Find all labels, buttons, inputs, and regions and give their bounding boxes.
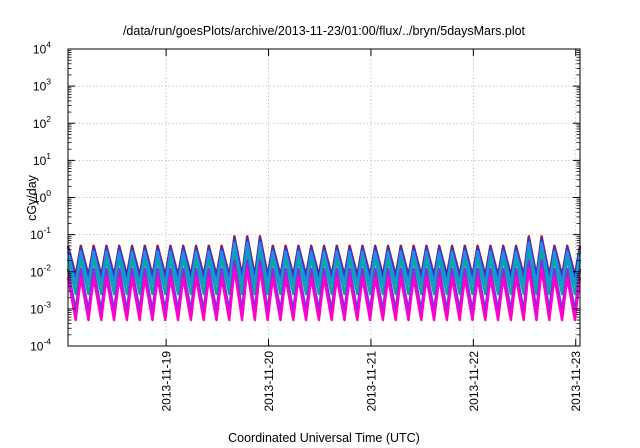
y-tick-label: 10-1 [30, 225, 51, 242]
y-axis-title: cGy/day [25, 174, 39, 221]
y-tick-exponent: -4 [43, 337, 51, 347]
y-tick-label: 103 [33, 77, 51, 94]
y-tick-label: 104 [33, 40, 51, 57]
x-tick-labels: 2013-11-19 2013-11-20 2013-11-21 2013-11-22… [160, 351, 584, 412]
x-tick-label: 2013-11-20 [262, 351, 276, 412]
y-tick-exponent: -2 [43, 262, 51, 272]
y-tick-exponent: 1 [46, 151, 51, 161]
y-tick-base: 10 [30, 302, 44, 316]
x-tick-label: 2013-11-21 [364, 351, 378, 412]
y-tick-label: 101 [33, 151, 51, 168]
x-tick-label: 2013-11-22 [467, 351, 481, 412]
y-tick-base: 10 [30, 265, 44, 279]
y-tick-base: 10 [30, 228, 44, 242]
y-tick-base: 10 [33, 80, 47, 94]
y-tick-base: 10 [33, 191, 47, 205]
series-line-4 [66, 250, 582, 296]
y-tick-exponent: 4 [46, 40, 51, 50]
y-tick-label: 10-3 [30, 299, 51, 316]
y-tick-exponent: -1 [43, 225, 51, 235]
grid [68, 49, 580, 346]
axis-ticks [68, 48, 580, 347]
x-tick-label: 2013-11-23 [569, 351, 583, 412]
y-tick-base: 10 [33, 154, 47, 168]
y-tick-exponent: 2 [46, 114, 51, 124]
y-tick-exponent: -3 [43, 299, 51, 309]
y-tick-exponent: 3 [46, 77, 51, 87]
y-tick-label: 10-2 [30, 262, 51, 279]
y-tick-base: 10 [30, 340, 44, 354]
y-tick-label: 100 [33, 188, 51, 205]
series-line-3 [66, 241, 582, 286]
x-tick-label: 2013-11-19 [160, 351, 174, 412]
y-tick-exponent: 0 [46, 188, 51, 198]
y-tick-label: 10-4 [30, 337, 51, 354]
y-tick-base: 10 [33, 43, 47, 57]
x-axis-title: Coordinated Universal Time (UTC) [228, 431, 420, 445]
y-tick-base: 10 [33, 117, 47, 131]
series-lines [66, 235, 582, 322]
series-line-6 [66, 267, 582, 322]
chart-title: /data/run/goesPlots/archive/2013-11-23/0… [123, 24, 526, 38]
y-tick-label: 102 [33, 114, 51, 131]
